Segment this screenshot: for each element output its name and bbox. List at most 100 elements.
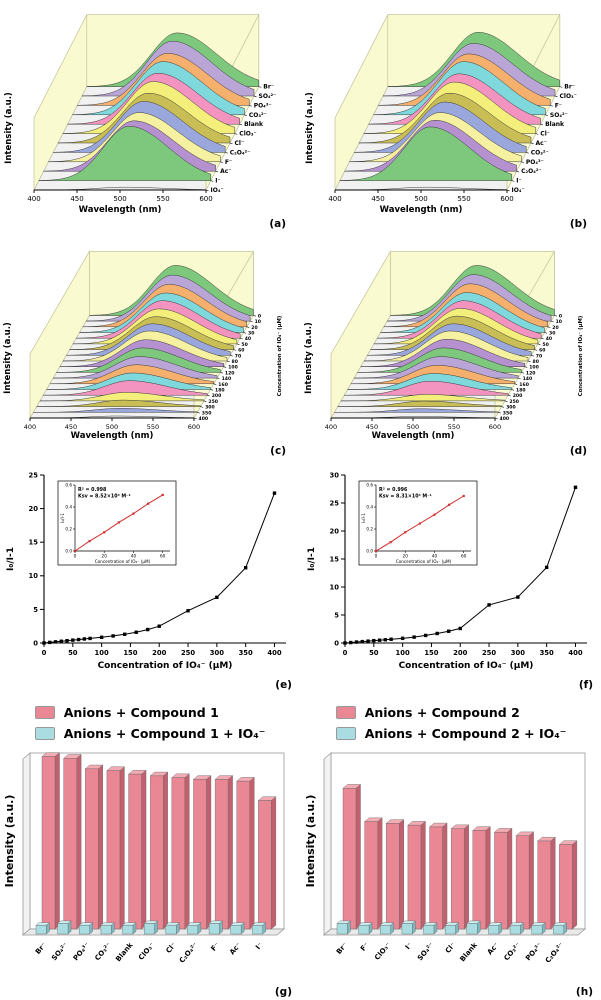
x-tick-label: 50 [68, 649, 78, 657]
legend-swatch-compound1 [34, 706, 55, 719]
inset-point-marker [374, 549, 378, 553]
depth-tick [544, 332, 548, 334]
series-I⁻ [339, 126, 513, 181]
bar-Blank-side [141, 769, 147, 930]
category-label: SO₄²⁻ [50, 941, 70, 962]
x-axis-title: Wavelength (nm) [71, 431, 154, 441]
data-point-marker [111, 634, 115, 638]
x-tick-label: 250 [482, 649, 496, 657]
depth-axis-label: 140 [523, 376, 533, 382]
left-wall [323, 752, 332, 936]
depth-axis-label: Ac⁻ [220, 168, 231, 175]
anion-selectivity-bar-chart-g: Br⁻ SO₄²⁻ PO₄³⁻ CO₃²⁻ Blank ClO₃⁻ Cl⁻ C₂O₄²⁻ F⁻ A… [3, 752, 286, 965]
z-axis-title: Concentration of IO₄⁻ (µM) [578, 316, 584, 397]
legend-h: Anions + Compound 2 Anions + Compound 2 … [335, 705, 567, 741]
inset-point-marker [161, 493, 164, 496]
x-tick-label: 250 [181, 649, 195, 657]
series-300 [36, 399, 201, 407]
bar-io4-Ac⁻ [488, 924, 500, 935]
depth-axis-label: CO₃²⁻ [531, 149, 549, 156]
depth-tick [559, 86, 563, 88]
panel-a: Br⁻ SO₄²⁻ PO₄³⁻ CO₃²⁻ Blank ClO₃⁻ Cl⁻ C₂O₄²⁻ F⁻ A… [0, 0, 300, 240]
depth-tick [511, 389, 515, 391]
x-tick-label: 550 [457, 195, 470, 203]
bar-PO₄³⁻ [85, 768, 99, 930]
data-point-marker [389, 637, 393, 641]
depth-axis-label: 300 [506, 405, 516, 411]
inset-x-tick-label: 20 [403, 554, 409, 559]
x-tick-label: 600 [188, 423, 200, 431]
bar-io4-Blank [466, 923, 478, 935]
data-point-marker [59, 639, 63, 643]
bar-io4-Ac⁻ [230, 924, 242, 935]
depth-axis-label: 70 [235, 353, 241, 359]
data-point-marker [487, 603, 491, 607]
depth-axis-label: 20 [251, 325, 257, 331]
data-point-marker [48, 640, 52, 645]
inset-x-tick-label: 60 [160, 554, 166, 559]
inset-y-tick-label: 0.4 [366, 505, 373, 510]
inset-x-axis-title: Concentration of IO₄⁻ (µM) [396, 559, 452, 564]
category-label: Br⁻ [335, 941, 349, 956]
inset-point-marker [88, 540, 91, 543]
category-label: Br⁻ [34, 941, 48, 956]
depth-axis-label: ClO₃⁻ [239, 131, 256, 138]
inset-x-tick-label: 0 [74, 554, 77, 559]
series-350 [33, 408, 198, 413]
x-tick-label: 500 [106, 423, 118, 431]
legend-item-compound1: Anions + Compound 1 [34, 705, 266, 720]
x-tick-label: 450 [371, 195, 384, 203]
data-point-marker [71, 638, 75, 642]
bar-SO₄²⁻-side [76, 754, 82, 930]
data-point-marker [243, 566, 248, 570]
data-point-marker [186, 609, 190, 613]
bar-io4-Br⁻ [336, 923, 348, 935]
depth-axis-label: 80 [232, 359, 238, 365]
legend-label-compound2-io4: Anions + Compound 2 + IO₄⁻ [364, 726, 567, 741]
data-point-marker [458, 626, 462, 631]
series-250 [340, 394, 506, 402]
y-axis-title: Intensity (a.u.) [304, 795, 317, 888]
panel-label-b: (b) [569, 218, 587, 230]
bar-io4-ClO₃⁻ [380, 924, 391, 935]
depth-tick [233, 349, 237, 351]
bar-ClO₃⁻-side [399, 819, 404, 930]
depth-tick [246, 326, 250, 328]
depth-tick [501, 406, 505, 408]
depth-tick [258, 86, 262, 88]
depth-tick [249, 105, 252, 107]
depth-tick [240, 337, 243, 340]
depth-axis-label: 10 [255, 319, 261, 325]
y-tick-label: 0 [33, 639, 38, 647]
bar-Cl⁻ [450, 828, 465, 930]
x-tick-label: 150 [123, 649, 137, 657]
depth-axis-label: F⁻ [555, 102, 562, 109]
data-point-marker [372, 638, 376, 643]
depth-tick [514, 383, 518, 385]
bar-io4-C₂O₄²⁻ [553, 924, 564, 935]
x-tick-label: 50 [369, 649, 379, 657]
y-tick-label: 10 [29, 572, 39, 580]
x-axis-title: Wavelength (nm) [372, 431, 455, 441]
x-tick-label: 600 [199, 195, 212, 203]
category-label: C₂O₄²⁻ [544, 941, 566, 965]
depth-tick [244, 114, 247, 116]
legend-g: Anions + Compound 1 Anions + Compound 1 … [34, 705, 266, 741]
bar-CO₃²⁻ [515, 835, 530, 930]
depth-tick [551, 320, 554, 323]
depth-axis-label: F⁻ [225, 159, 232, 166]
inset-y-tick-label: 0.0 [65, 549, 72, 554]
depth-axis-label: 10 [556, 319, 562, 325]
depth-tick [226, 360, 230, 363]
data-point-marker [99, 635, 104, 639]
spectra-waterfall-chart-d: 0102030405060708010012014016018020025030… [304, 250, 584, 441]
x-tick-label: 550 [156, 195, 169, 203]
depth-tick [508, 394, 511, 397]
spectra-waterfall-chart-b: Br⁻ ClO₃⁻ F⁻ SO₄²⁻ Blank Cl⁻ Ac⁻ CO₃²⁻ PO₄³⁻ C₂O₄… [305, 14, 577, 215]
depth-axis-label: ClO₃⁻ [560, 93, 577, 100]
depth-axis-label: 30 [248, 331, 254, 337]
bar-CO₃²⁻ [106, 770, 121, 930]
data-point-marker [157, 624, 161, 628]
depth-axis-label: 200 [212, 393, 222, 399]
x-tick-label: 550 [147, 423, 159, 431]
